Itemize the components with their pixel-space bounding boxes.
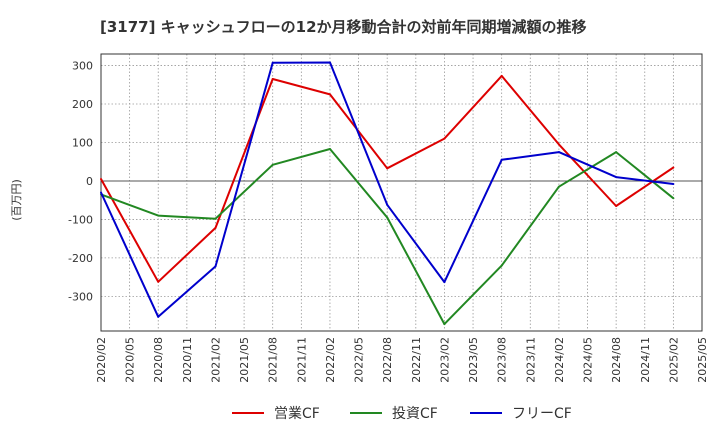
data-point	[386, 216, 389, 219]
x-tick-label: 2020/05	[124, 337, 137, 383]
y-tick-label: 0	[86, 175, 93, 188]
data-point	[500, 264, 503, 267]
legend-label: フリーCF	[512, 406, 572, 422]
plot-area	[101, 54, 702, 331]
data-point	[157, 315, 160, 318]
data-point	[615, 176, 618, 179]
data-point	[328, 61, 331, 64]
x-tick-label: 2024/08	[610, 337, 623, 383]
x-tick-label: 2022/08	[381, 337, 394, 383]
x-tick-label: 2025/05	[696, 337, 709, 383]
y-tick-label: -300	[68, 290, 93, 303]
data-point	[557, 185, 560, 188]
data-point	[615, 151, 618, 154]
data-point	[386, 203, 389, 206]
legend-label: 営業CF	[274, 406, 320, 422]
x-tick-label: 2023/05	[467, 337, 480, 383]
x-tick-label: 2024/02	[553, 337, 566, 383]
data-point	[672, 183, 675, 186]
data-point	[557, 151, 560, 154]
data-point	[557, 143, 560, 146]
x-tick-label: 2020/02	[95, 337, 108, 383]
data-point	[672, 197, 675, 200]
data-point	[672, 166, 675, 169]
data-point	[271, 61, 274, 64]
data-point	[328, 93, 331, 96]
data-point	[271, 163, 274, 166]
x-tick-label: 2022/11	[410, 337, 423, 383]
x-tick-label: 2021/08	[267, 337, 280, 383]
data-point	[100, 191, 102, 194]
data-point	[214, 226, 217, 229]
x-tick-label: 2024/05	[582, 337, 595, 383]
data-point	[214, 265, 217, 268]
data-point	[157, 280, 160, 283]
chart-title: [3177] キャッシュフローの12か月移動合計の対前年同期増減額の推移	[100, 18, 587, 36]
data-point	[328, 148, 331, 151]
data-point	[214, 217, 217, 220]
x-tick-label: 2020/08	[152, 337, 165, 383]
y-tick-label: 100	[72, 136, 93, 149]
x-tick-label: 2025/02	[667, 337, 680, 383]
x-tick-label: 2020/11	[181, 337, 194, 383]
legend-label: 投資CF	[392, 406, 438, 422]
x-tick-label: 2023/11	[524, 337, 537, 383]
data-point	[271, 78, 274, 81]
x-tick-label: 2023/08	[496, 337, 509, 383]
data-point	[443, 137, 446, 140]
y-tick-label: 300	[72, 60, 93, 73]
x-tick-label: 2023/02	[438, 337, 451, 383]
data-point	[386, 167, 389, 170]
y-tick-label: -100	[68, 213, 93, 226]
data-point	[500, 74, 503, 77]
x-tick-label: 2021/05	[238, 337, 251, 383]
data-point	[157, 214, 160, 217]
data-point	[100, 178, 102, 181]
x-tick-label: 2022/02	[324, 337, 337, 383]
data-point	[615, 204, 618, 207]
x-tick-label: 2021/02	[209, 337, 222, 383]
y-tick-label: -200	[68, 252, 93, 265]
y-tick-label: 200	[72, 98, 93, 111]
data-point	[443, 323, 446, 326]
data-point	[443, 281, 446, 284]
x-tick-label: 2024/11	[639, 337, 652, 383]
data-point	[500, 158, 503, 161]
x-tick-label: 2022/05	[353, 337, 366, 383]
x-tick-label: 2021/11	[295, 337, 308, 383]
y-axis-label: (百万円)	[10, 179, 23, 221]
